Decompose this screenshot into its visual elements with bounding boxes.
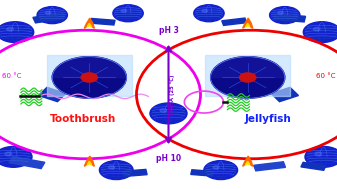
- Polygon shape: [271, 87, 299, 102]
- Polygon shape: [246, 161, 250, 165]
- Circle shape: [204, 161, 238, 180]
- Polygon shape: [33, 13, 65, 23]
- Polygon shape: [205, 55, 290, 96]
- Text: pH 10: pH 10: [156, 154, 181, 163]
- Circle shape: [52, 57, 126, 98]
- Circle shape: [202, 9, 208, 12]
- Text: pH 3: pH 3: [159, 26, 178, 35]
- Polygon shape: [122, 169, 147, 177]
- Circle shape: [315, 152, 321, 156]
- Circle shape: [194, 5, 224, 22]
- Text: 60 °C: 60 °C: [316, 73, 335, 79]
- Circle shape: [305, 146, 337, 167]
- Polygon shape: [254, 162, 285, 171]
- Circle shape: [113, 5, 143, 22]
- Circle shape: [160, 109, 166, 112]
- Circle shape: [211, 57, 285, 98]
- Circle shape: [303, 22, 337, 43]
- Polygon shape: [274, 14, 306, 22]
- Polygon shape: [301, 162, 326, 170]
- Polygon shape: [246, 23, 250, 27]
- Circle shape: [45, 11, 51, 14]
- Polygon shape: [38, 87, 66, 102]
- Circle shape: [99, 161, 133, 180]
- Circle shape: [240, 73, 256, 82]
- Text: Toothbrush: Toothbrush: [50, 114, 116, 124]
- Circle shape: [5, 152, 11, 156]
- Circle shape: [81, 73, 97, 82]
- Text: pHISA (25 °C): pHISA (25 °C): [171, 74, 175, 115]
- Text: Jellyfish: Jellyfish: [245, 114, 291, 124]
- Circle shape: [109, 166, 115, 169]
- Polygon shape: [91, 19, 115, 25]
- Circle shape: [213, 166, 219, 169]
- Polygon shape: [9, 156, 45, 169]
- Polygon shape: [222, 18, 247, 26]
- Circle shape: [150, 103, 187, 124]
- Circle shape: [7, 27, 13, 31]
- Polygon shape: [84, 156, 94, 166]
- Polygon shape: [87, 23, 91, 27]
- Polygon shape: [243, 18, 253, 28]
- Circle shape: [37, 7, 67, 24]
- Polygon shape: [84, 18, 94, 28]
- Polygon shape: [191, 170, 214, 176]
- Circle shape: [0, 22, 34, 43]
- Circle shape: [0, 146, 32, 167]
- Polygon shape: [243, 156, 253, 166]
- Polygon shape: [47, 55, 132, 96]
- Circle shape: [270, 7, 300, 24]
- Polygon shape: [52, 57, 126, 77]
- Circle shape: [313, 27, 320, 31]
- Text: 60 °C: 60 °C: [2, 73, 21, 79]
- Circle shape: [121, 9, 127, 12]
- Polygon shape: [87, 161, 91, 165]
- Circle shape: [278, 11, 283, 14]
- Polygon shape: [211, 57, 285, 77]
